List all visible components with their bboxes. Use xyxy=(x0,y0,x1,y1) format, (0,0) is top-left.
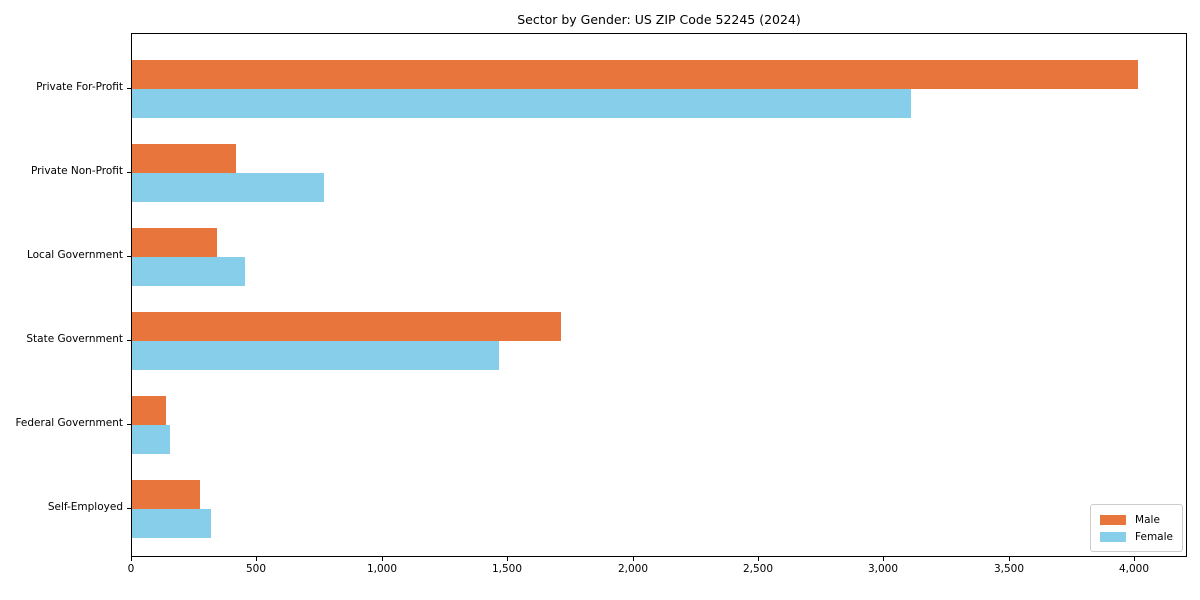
bar-male-1 xyxy=(132,60,1138,89)
x-tick-label: 1,000 xyxy=(366,563,398,575)
x-tick-mark xyxy=(883,557,884,561)
y-tick-mark xyxy=(127,340,131,341)
y-tick-mark xyxy=(127,424,131,425)
y-tick-label: State Government xyxy=(26,333,123,345)
bar-female-4 xyxy=(132,341,499,370)
chart-title: Sector by Gender: US ZIP Code 52245 (202… xyxy=(517,12,801,27)
x-tick-label: 1,500 xyxy=(491,563,523,575)
bar-male-3 xyxy=(132,228,217,257)
y-tick-label: Private Non-Profit xyxy=(30,165,123,177)
y-tick-label: Federal Government xyxy=(15,417,123,429)
x-tick-label: 3,500 xyxy=(993,563,1025,575)
x-tick-label: 2,500 xyxy=(742,563,774,575)
x-tick-mark xyxy=(758,557,759,561)
bar-male-5 xyxy=(132,396,166,425)
bar-female-5 xyxy=(132,425,170,454)
x-tick-mark xyxy=(633,557,634,561)
x-tick-mark xyxy=(1134,557,1135,561)
legend-swatch-male xyxy=(1100,514,1127,525)
bar-female-3 xyxy=(132,257,245,286)
legend-label: Male xyxy=(1135,513,1160,526)
x-tick-label: 4,000 xyxy=(1118,563,1150,575)
x-tick-mark xyxy=(382,557,383,561)
x-tick-label: 3,000 xyxy=(867,563,899,575)
bar-female-2 xyxy=(132,173,324,202)
x-tick-label: 500 xyxy=(245,563,267,575)
bar-male-2 xyxy=(132,144,236,173)
y-tick-mark xyxy=(127,256,131,257)
bar-female-1 xyxy=(132,89,911,118)
bar-male-6 xyxy=(132,480,200,509)
y-tick-mark xyxy=(127,508,131,509)
y-tick-mark xyxy=(127,172,131,173)
legend: Male Female xyxy=(1090,504,1183,552)
legend-swatch-female xyxy=(1100,531,1127,542)
x-tick-mark xyxy=(131,557,132,561)
x-tick-label: 2,000 xyxy=(617,563,649,575)
y-tick-mark xyxy=(127,88,131,89)
x-tick-mark xyxy=(507,557,508,561)
bar-male-4 xyxy=(132,312,561,341)
bar-female-6 xyxy=(132,509,211,538)
y-tick-label: Local Government xyxy=(26,249,123,261)
x-tick-label: 0 xyxy=(127,563,135,575)
plot-area: Male Female xyxy=(131,33,1187,557)
legend-item-female: Female xyxy=(1100,528,1173,545)
y-tick-label: Self-Employed xyxy=(47,501,123,513)
legend-item-male: Male xyxy=(1100,511,1173,528)
x-tick-mark xyxy=(1009,557,1010,561)
legend-label: Female xyxy=(1135,530,1173,543)
y-tick-label: Private For-Profit xyxy=(36,81,123,93)
x-tick-mark xyxy=(256,557,257,561)
